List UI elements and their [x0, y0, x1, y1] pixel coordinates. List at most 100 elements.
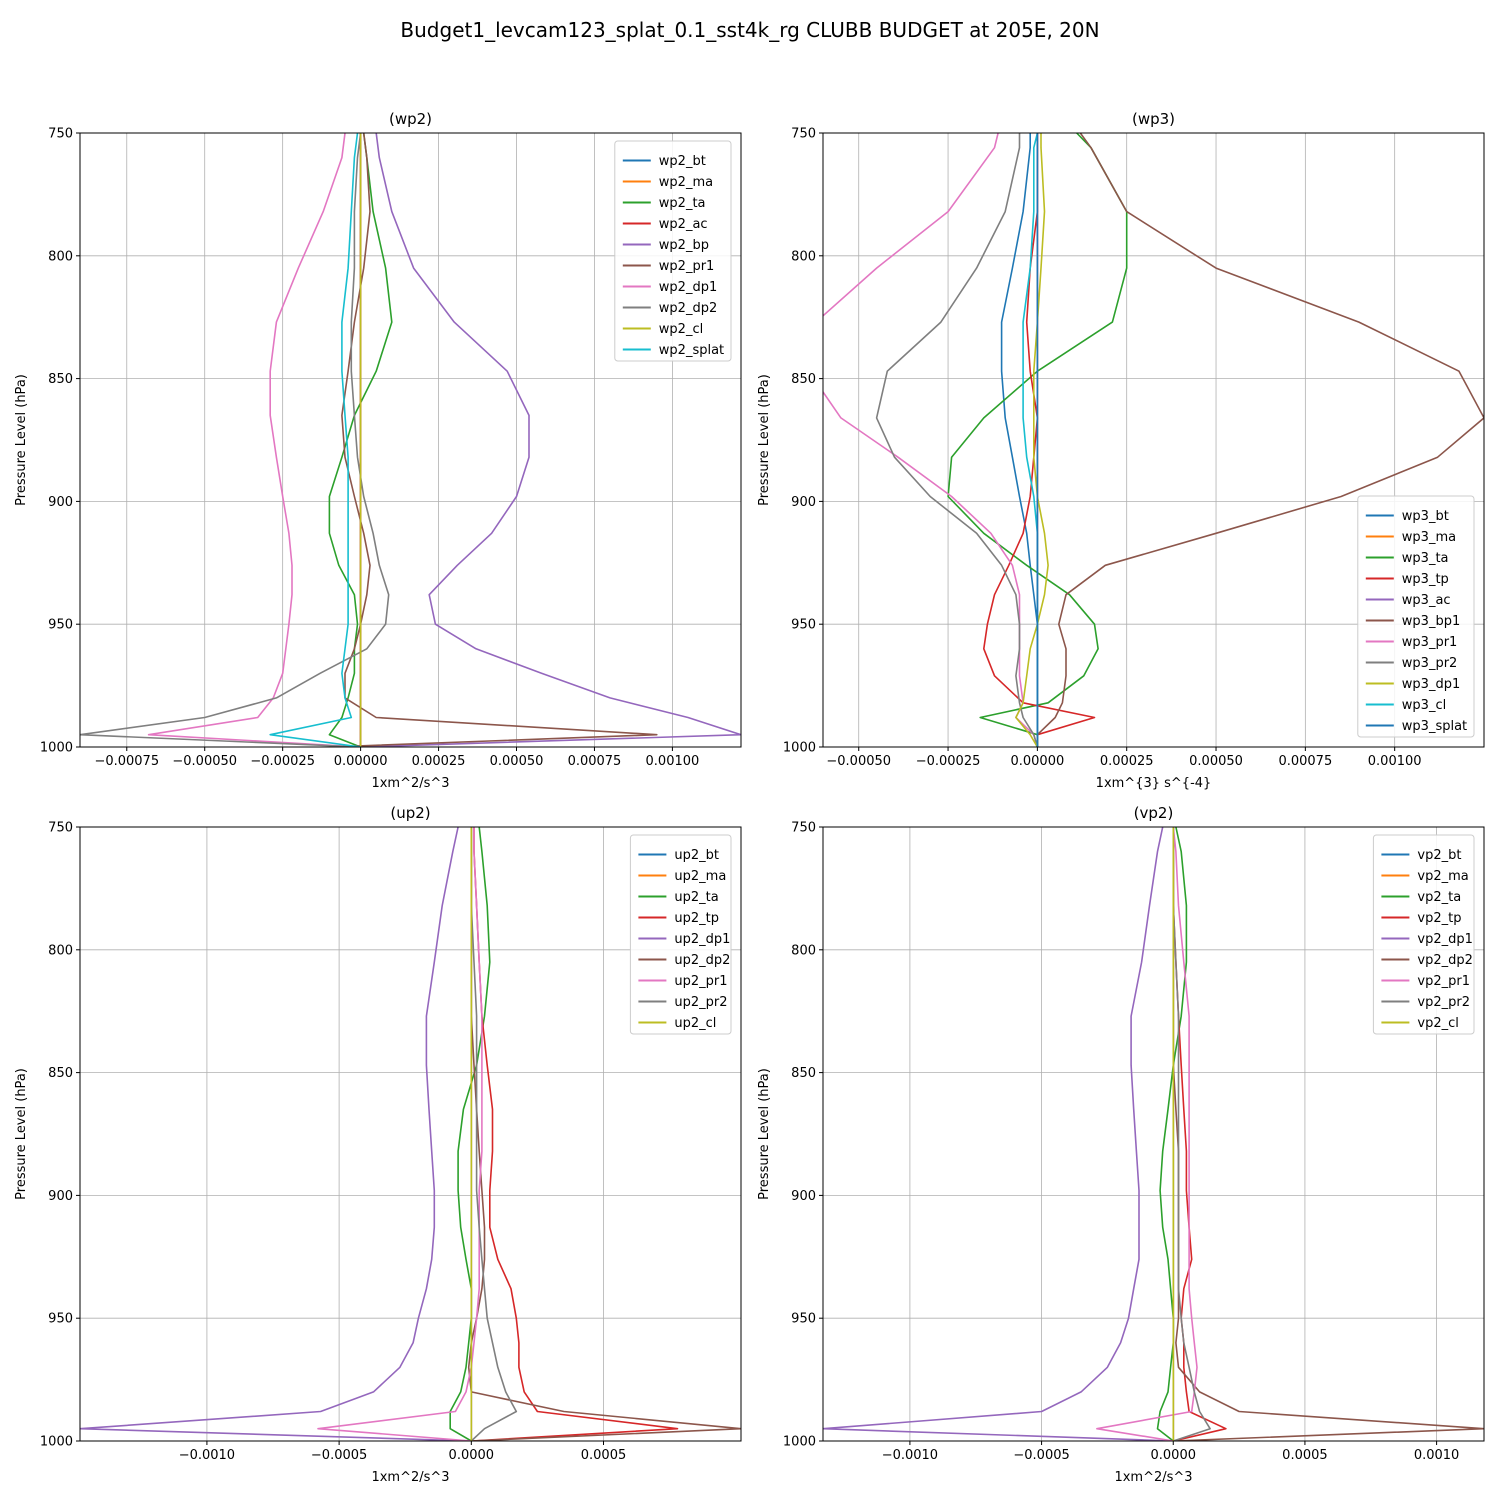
- series-line-wp2_bp: [360, 133, 741, 747]
- x-tick-label: −0.00050: [172, 754, 237, 769]
- series-line-wp2_dp1: [147, 133, 361, 747]
- legend-label: wp3_ta: [1402, 551, 1449, 566]
- legend-label: wp3_ac: [1402, 593, 1451, 608]
- legend-label: vp2_bt: [1417, 848, 1461, 863]
- legend-label: wp2_pr1: [659, 259, 715, 274]
- x-tick-label: 0.0005: [1282, 1448, 1328, 1463]
- legend-label: wp3_dp1: [1402, 677, 1460, 692]
- y-tick-label: 750: [48, 821, 73, 836]
- series-group: [823, 133, 1484, 747]
- legend-label: wp2_ma: [659, 175, 713, 190]
- legend-label: wp3_bp1: [1402, 614, 1460, 629]
- y-tick-label: 850: [791, 372, 816, 387]
- panel-title: (wp3): [1132, 110, 1175, 128]
- y-tick-label: 750: [48, 127, 73, 142]
- x-tick-label: −0.0005: [311, 1448, 367, 1463]
- x-tick-label: 0.00100: [646, 754, 700, 769]
- y-tick-label: 900: [791, 495, 816, 510]
- series-line-up2_pr2: [470, 827, 518, 1441]
- legend-label: vp2_pr2: [1417, 995, 1470, 1010]
- y-tick-label: 850: [48, 1066, 73, 1081]
- series-line-wp3_pr2: [875, 133, 1039, 747]
- legend-box: [629, 834, 732, 1035]
- legend-label: up2_dp2: [674, 953, 730, 968]
- legend-label: wp2_bp: [659, 238, 709, 253]
- x-tick-label: −0.00025: [916, 754, 981, 769]
- legend: wp2_bt wp2_ma wp2_ta wp2_ac wp2_bp wp2_pr1 wp2…: [614, 140, 732, 362]
- x-tick-label: 0.0000: [449, 1448, 495, 1463]
- x-tick-label: −0.0010: [179, 1448, 235, 1463]
- y-tick-label: 900: [791, 1189, 816, 1204]
- legend-label: wp3_pr2: [1402, 656, 1458, 671]
- legend-label: wp3_ma: [1402, 530, 1456, 545]
- y-tick-label: 800: [791, 943, 816, 958]
- legend-label: vp2_tp: [1417, 911, 1461, 926]
- y-axis-label: Pressure Level (hPa): [14, 374, 29, 506]
- legend-label: vp2_cl: [1417, 1016, 1458, 1031]
- y-tick-label: 950: [791, 1312, 816, 1327]
- legend-label: up2_tp: [674, 911, 719, 926]
- y-tick-label: 950: [791, 618, 816, 633]
- y-tick-label: 850: [48, 372, 73, 387]
- panel-title: (vp2): [1134, 804, 1174, 822]
- x-axis-label: 1xm^2/s^3: [371, 1470, 449, 1485]
- series-line-vp2_dp1: [823, 827, 1174, 1441]
- y-tick-label: 800: [48, 249, 73, 264]
- panel-wp3: −0.00050 −0.00025 0.00000 0.00025 0.00050 0.0…: [757, 110, 1485, 791]
- panel-title: (wp2): [389, 110, 432, 128]
- legend-label: wp2_dp2: [659, 301, 717, 316]
- x-axis-label: 1xm^2/s^3: [371, 776, 449, 791]
- series-group: [80, 133, 741, 747]
- x-tick-label: 0.0010: [1414, 1448, 1460, 1463]
- legend-label: up2_pr1: [674, 974, 727, 989]
- axes-frame: [822, 132, 1485, 748]
- legend-label: wp2_splat: [659, 343, 724, 358]
- legend-label: wp3_tp: [1402, 572, 1449, 587]
- legend-label: wp2_dp1: [659, 280, 717, 295]
- x-tick-label: 0.00025: [1100, 754, 1154, 769]
- series-line-wp2_dp2: [80, 133, 390, 747]
- x-tick-label: −0.0005: [1013, 1448, 1069, 1463]
- x-tick-label: −0.00050: [826, 754, 891, 769]
- y-tick-label: 1000: [783, 1435, 816, 1450]
- series-line-vp2_pr2: [1172, 827, 1211, 1441]
- legend-label: wp3_bt: [1402, 509, 1449, 524]
- x-tick-label: −0.00025: [250, 754, 315, 769]
- legend-label: up2_cl: [674, 1016, 716, 1031]
- series-line-wp2_ta: [328, 133, 393, 747]
- x-tick-label: 0.00000: [334, 754, 388, 769]
- x-tick-label: 0.00100: [1368, 754, 1422, 769]
- series-line-up2_ta: [449, 827, 491, 1441]
- x-tick-label: 0.00050: [490, 754, 544, 769]
- y-tick-label: 1000: [783, 741, 816, 756]
- legend-label: vp2_ta: [1417, 890, 1461, 905]
- panel-wp2: −0.00075 −0.00050 −0.00025 0.00000 0.00025 0.…: [14, 110, 742, 791]
- panel-title: (up2): [390, 804, 430, 822]
- x-tick-label: −0.00075: [94, 754, 159, 769]
- y-tick-label: 1000: [40, 1435, 73, 1450]
- x-axis-label: 1xm^{3} s^{-4}: [1096, 776, 1212, 791]
- legend: up2_bt up2_ma up2_ta up2_tp up2_dp1 up2_dp2up…: [629, 834, 732, 1035]
- legend-label: wp2_cl: [659, 322, 703, 337]
- y-tick-label: 950: [48, 1312, 73, 1327]
- x-tick-label: 0.00050: [1189, 754, 1243, 769]
- legend-label: wp2_bt: [659, 154, 706, 169]
- series-line-up2_dp1: [80, 827, 472, 1441]
- legend-label: wp3_pr1: [1402, 635, 1458, 650]
- series-line-wp3_bp1: [1036, 133, 1484, 747]
- y-tick-label: 750: [791, 127, 816, 142]
- legend-box: [1372, 834, 1475, 1035]
- legend-label: up2_dp1: [674, 932, 730, 947]
- series-line-vp2_ta: [1156, 827, 1188, 1441]
- y-tick-label: 900: [48, 495, 73, 510]
- x-tick-label: 0.00075: [1278, 754, 1332, 769]
- legend-label: vp2_ma: [1417, 869, 1468, 884]
- legend-label: wp2_ta: [659, 196, 706, 211]
- legend-label: up2_bt: [674, 848, 719, 863]
- axes-frame: [79, 132, 742, 748]
- legend-box: [614, 140, 732, 362]
- legend-label: up2_ta: [674, 890, 718, 905]
- y-axis-label: Pressure Level (hPa): [757, 1068, 772, 1200]
- series-group: [80, 827, 741, 1441]
